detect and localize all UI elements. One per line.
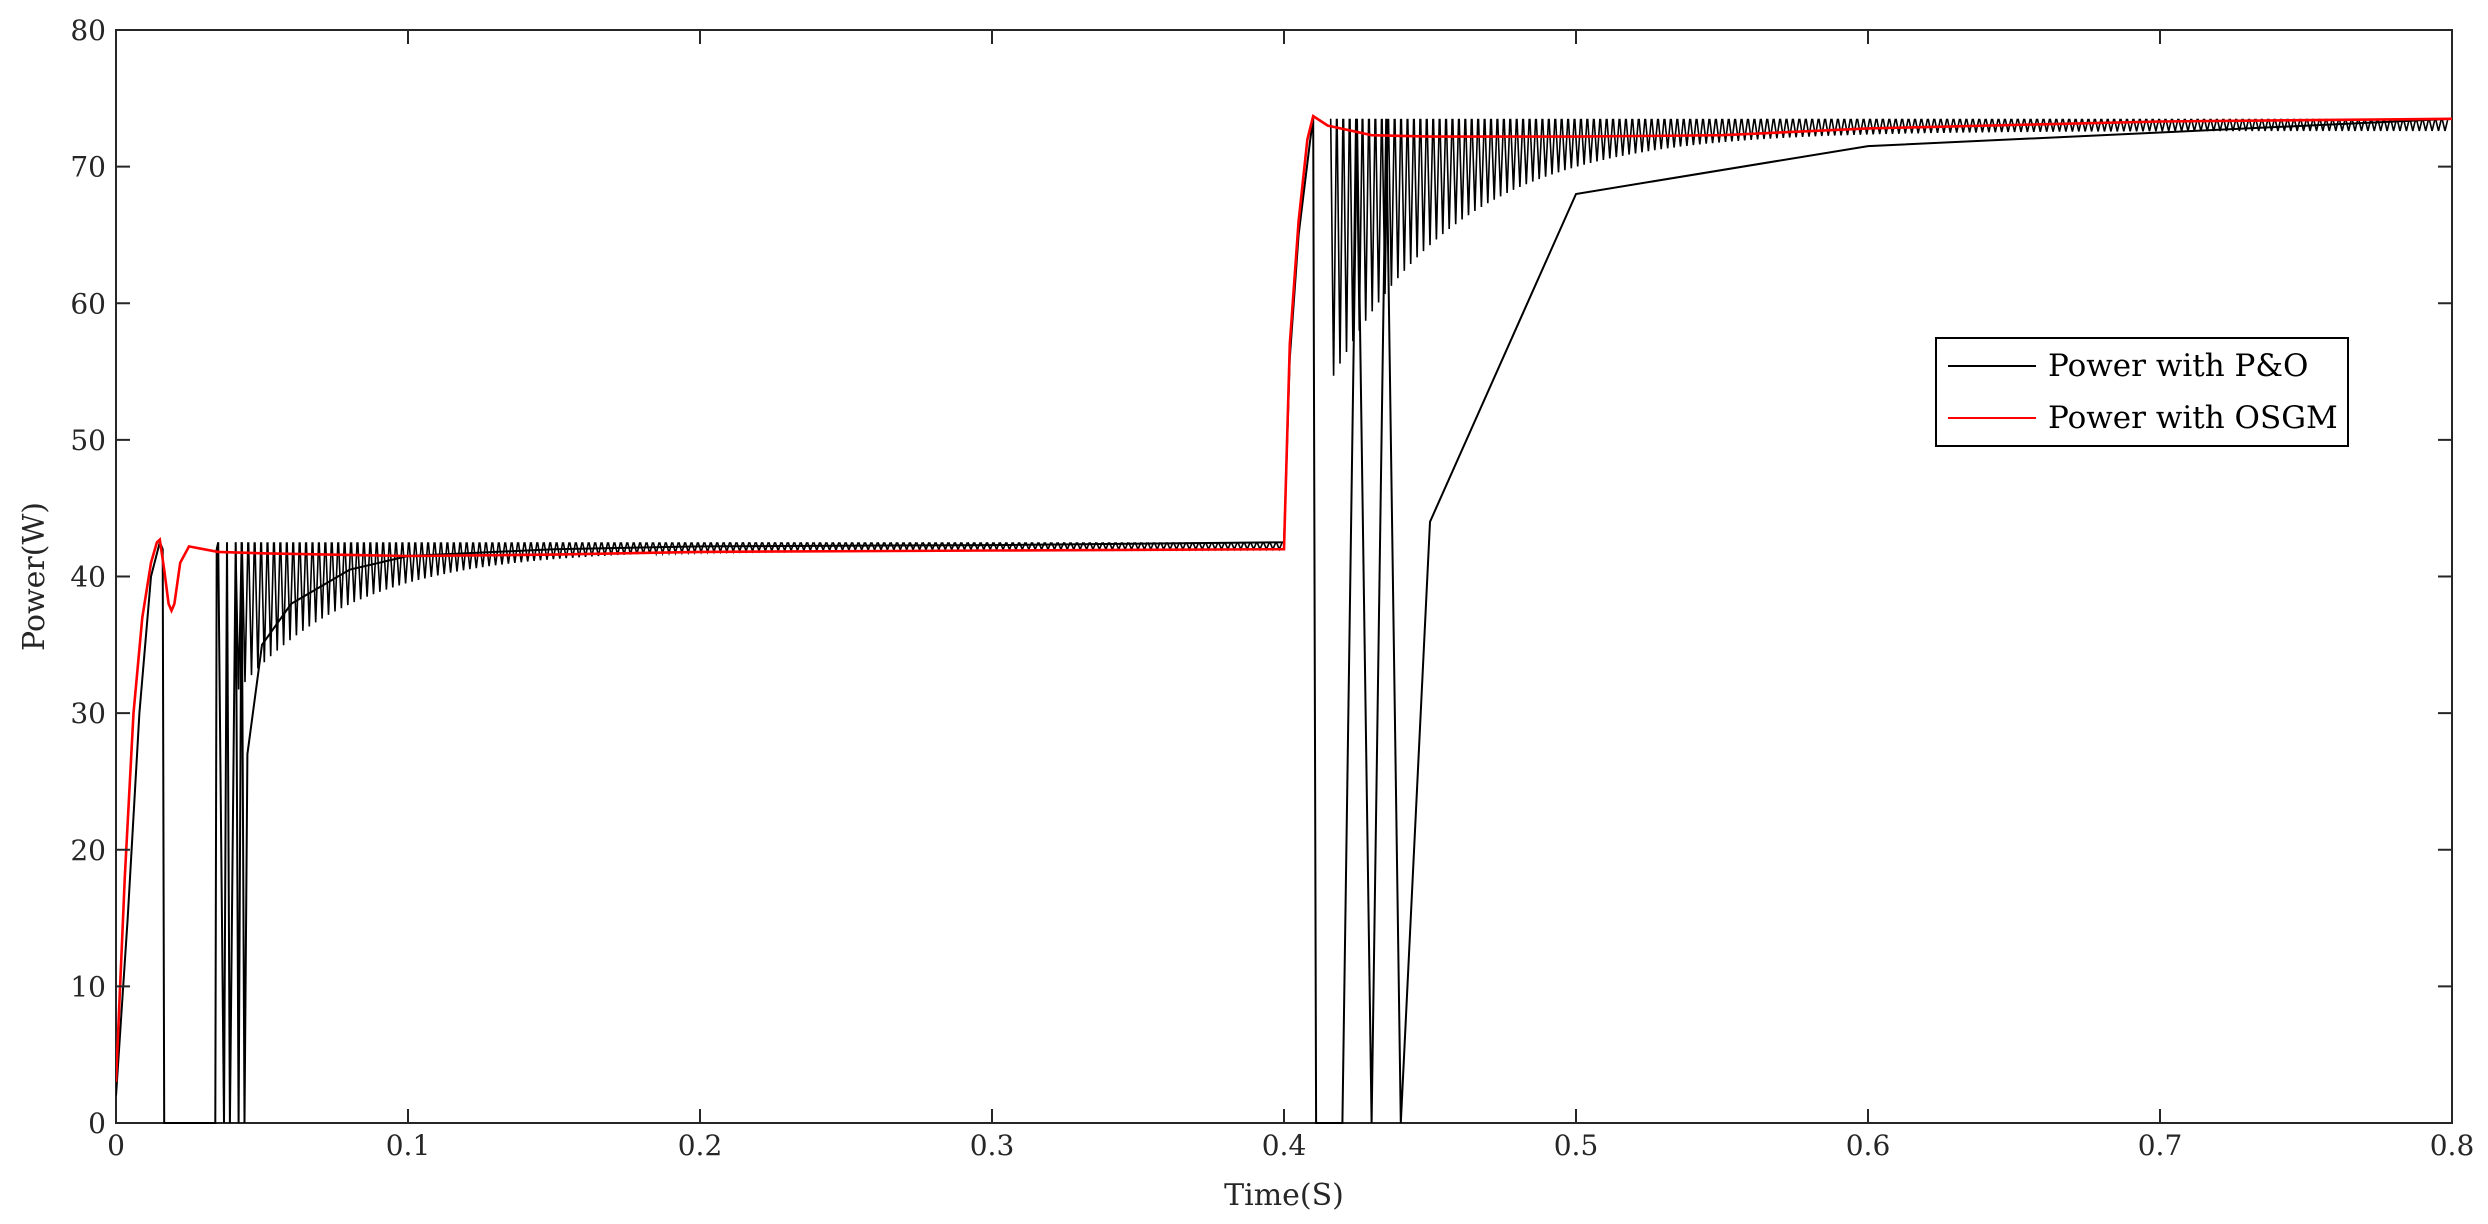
- x-tick-label: 0: [107, 1129, 125, 1162]
- y-tick-label: 60: [70, 287, 106, 320]
- legend: Power with P&O Power with OSGM: [1935, 337, 2349, 447]
- legend-label-pando: Power with P&O: [2048, 348, 2308, 384]
- axes-frame: [115, 29, 2453, 1124]
- y-tick-label: 80: [70, 14, 106, 47]
- series-line-osgm: [116, 114, 2452, 1083]
- x-tick-label: 0.6: [1846, 1129, 1891, 1162]
- x-axis-label: Time(S): [1224, 1178, 1344, 1213]
- x-tick-label: 0.4: [1262, 1129, 1307, 1162]
- y-tick-label: 40: [70, 561, 106, 594]
- x-tick-label: 0.5: [1554, 1129, 1599, 1162]
- y-tick-label: 30: [70, 697, 106, 730]
- x-tick-label: 0.1: [386, 1129, 431, 1162]
- axis-ticks: 0 0.1 0.2 0.3 0.4 0.5 0.6 0.7 0.8 0 10 20 30 40 50 60 70…: [70, 14, 2474, 1162]
- y-tick-label: 70: [70, 151, 106, 184]
- y-tick-label: 20: [70, 834, 106, 867]
- y-axis-label: Power(W): [17, 502, 52, 651]
- legend-label-osgm: Power with OSGM: [2048, 400, 2338, 436]
- x-tick-label: 0.7: [2138, 1129, 2183, 1162]
- legend-box: [1935, 337, 2349, 447]
- x-tick-label: 0.2: [678, 1129, 723, 1162]
- plot-area: [115, 29, 2453, 1124]
- x-tick-label: 0.8: [2430, 1129, 2475, 1162]
- y-tick-label: 10: [70, 970, 106, 1003]
- y-tick-label: 0: [88, 1107, 106, 1140]
- y-tick-label: 50: [70, 424, 106, 457]
- x-tick-label: 0.3: [970, 1129, 1015, 1162]
